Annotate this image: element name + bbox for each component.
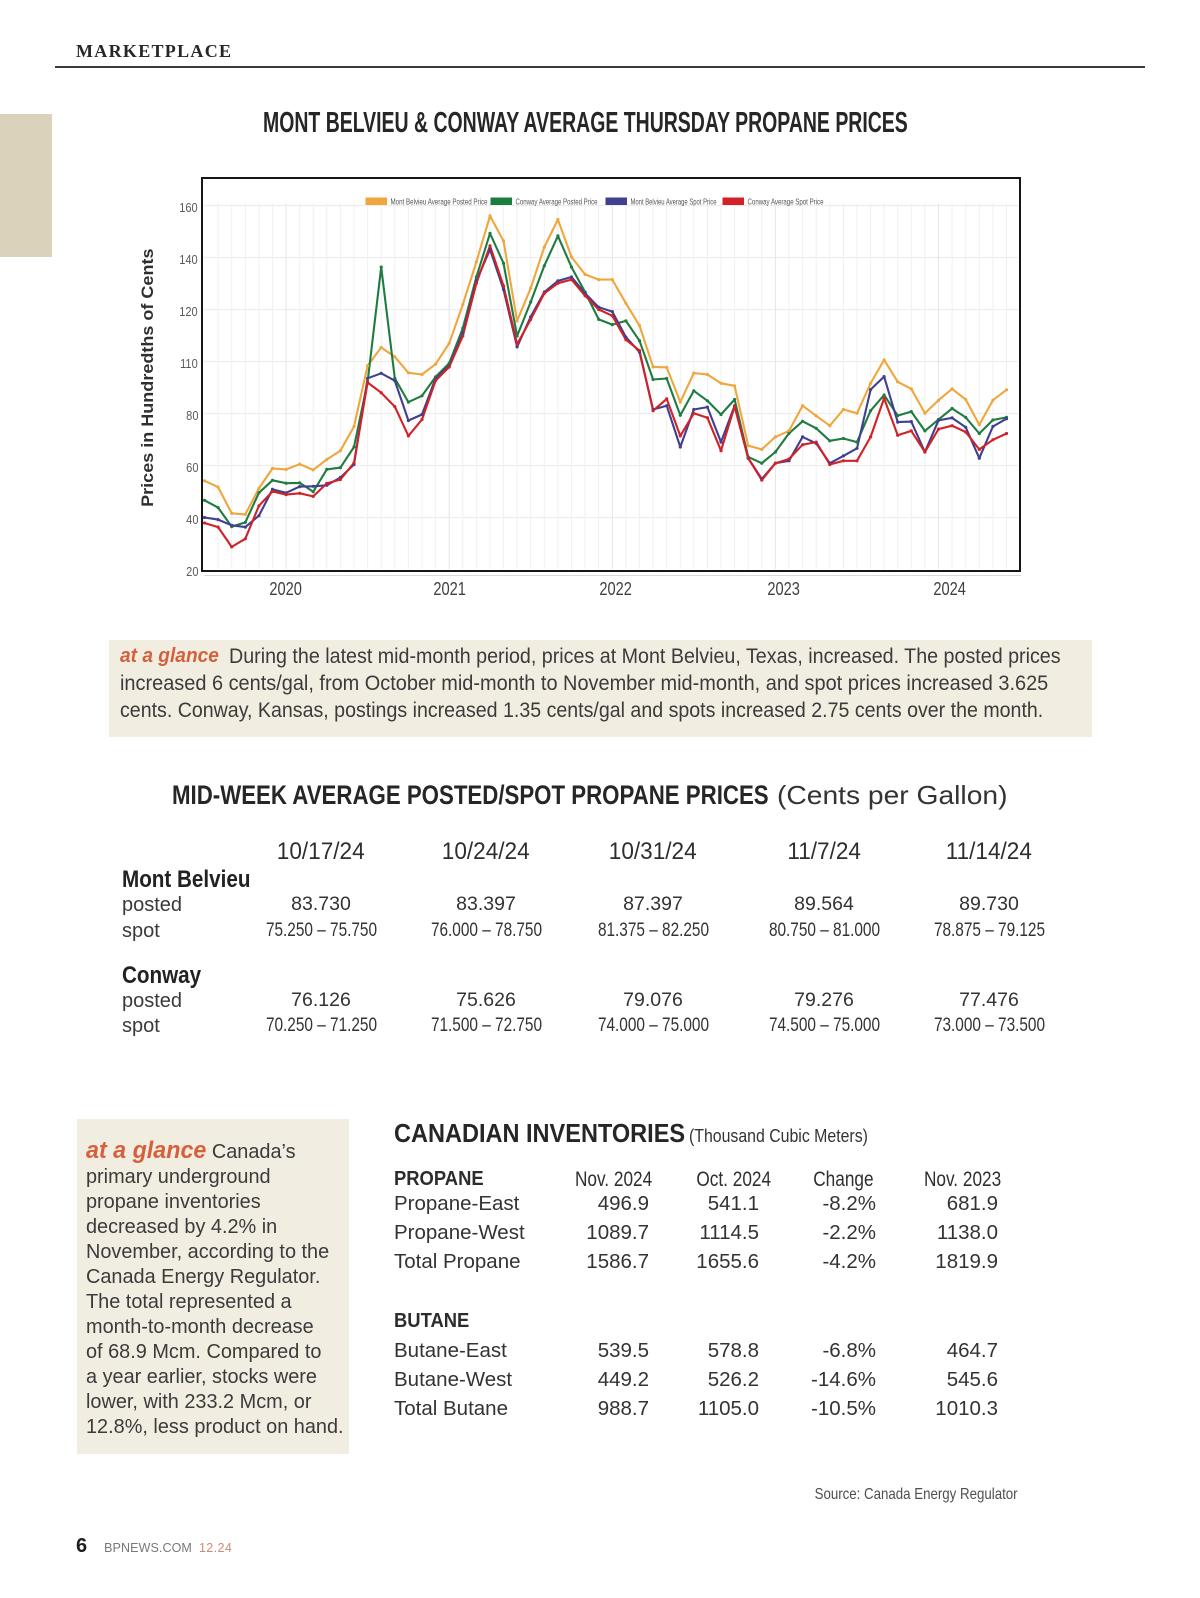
svg-text:Mont Belvieu Average Posted Pr: Mont Belvieu Average Posted Price [391, 197, 488, 206]
svg-text:Conway Average Spot Price: Conway Average Spot Price [748, 197, 824, 206]
svg-text:Conway Average Posted Price: Conway Average Posted Price [516, 197, 598, 206]
svg-text:Mont Belvieu Average Spot Pric: Mont Belvieu Average Spot Price [631, 197, 717, 206]
